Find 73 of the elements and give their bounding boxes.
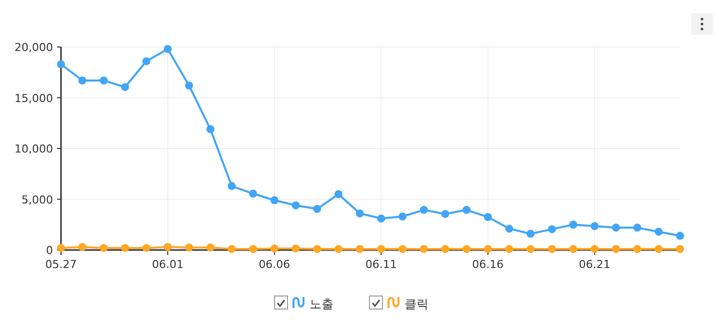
point [78, 76, 86, 84]
point [633, 224, 642, 232]
legend-label: 노출 [310, 297, 334, 311]
point [270, 244, 278, 252]
point [548, 244, 556, 253]
y-tick-label: 15,000 [14, 92, 53, 105]
point [228, 244, 236, 253]
point [398, 244, 407, 253]
point [164, 45, 172, 54]
y-tick-label: 20,000 [14, 41, 53, 54]
point [356, 244, 364, 253]
point [612, 244, 620, 253]
y-tick-label: 10,000 [14, 142, 53, 156]
point [206, 125, 214, 134]
point [121, 244, 130, 252]
point [228, 182, 236, 190]
point [270, 196, 278, 204]
y-tick-label: 0 [46, 244, 53, 257]
point [590, 222, 599, 230]
y-tick-label: 5,000 [22, 193, 53, 206]
point [420, 244, 428, 253]
point [398, 212, 407, 221]
point [185, 243, 194, 252]
point [441, 210, 450, 218]
point [313, 204, 322, 213]
point [249, 190, 258, 198]
point [484, 213, 492, 222]
point [484, 244, 492, 253]
x-tick-label: 06.11 [365, 258, 397, 271]
point [633, 244, 642, 253]
point [462, 244, 471, 253]
x-tick-label: 06.21 [578, 258, 610, 271]
x-tick-label: 05.27 [45, 258, 77, 271]
point [590, 244, 599, 253]
point [676, 244, 684, 253]
point [121, 83, 130, 92]
point [334, 190, 342, 198]
point [206, 243, 214, 252]
point [356, 209, 364, 218]
x-tick-label: 06.16 [472, 258, 504, 271]
point [654, 244, 663, 253]
point [548, 225, 556, 234]
point [377, 214, 386, 223]
point [420, 206, 428, 214]
point [185, 82, 194, 90]
point [612, 224, 620, 232]
point [462, 206, 471, 214]
point [505, 244, 514, 253]
point [569, 220, 578, 229]
point [654, 228, 663, 236]
point [377, 244, 386, 253]
point [526, 244, 535, 253]
point [313, 244, 322, 253]
point [441, 244, 450, 253]
point [526, 230, 535, 238]
point [164, 242, 172, 251]
point [249, 244, 258, 253]
point [142, 244, 150, 252]
point [57, 244, 65, 252]
point [100, 244, 108, 252]
x-tick-label: 06.06 [258, 258, 290, 271]
legend-label: 클릭 [404, 297, 428, 311]
point [505, 224, 514, 233]
point [100, 76, 108, 84]
x-tick-label: 06.01 [152, 258, 184, 271]
point [142, 57, 150, 66]
point [78, 242, 86, 251]
point [334, 244, 342, 253]
point [569, 244, 578, 253]
point [57, 60, 65, 68]
point [292, 244, 300, 252]
point [676, 232, 684, 240]
point [292, 201, 300, 210]
